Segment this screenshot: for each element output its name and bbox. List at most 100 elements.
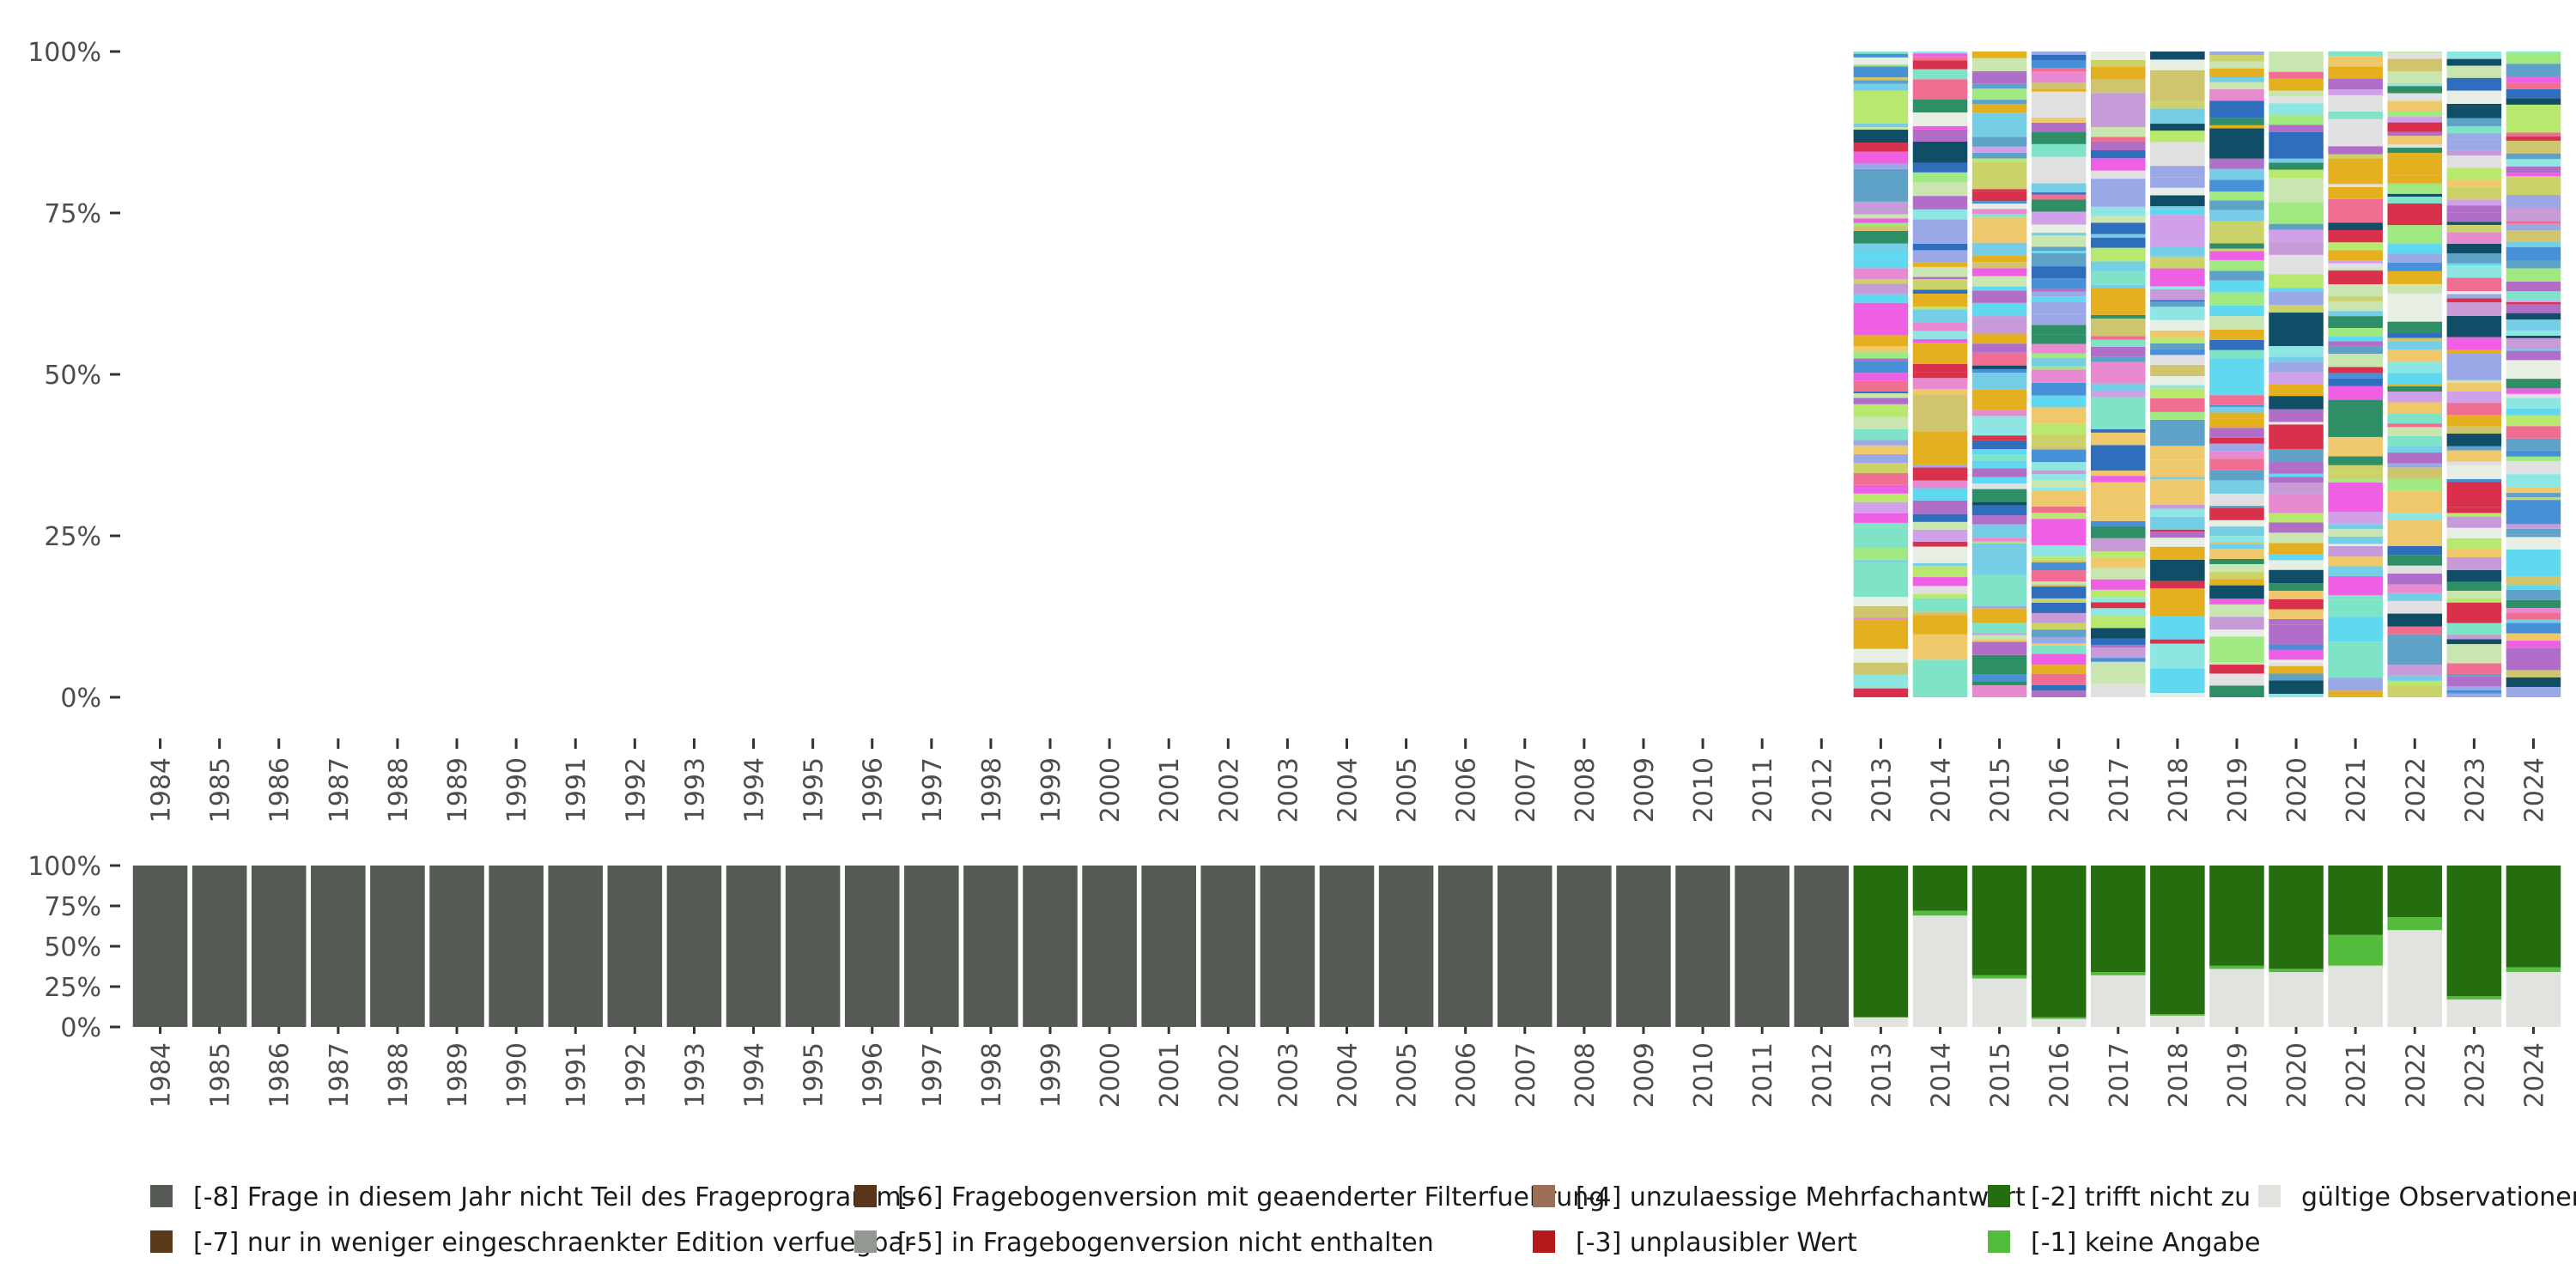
top-bar-segment (2090, 137, 2146, 142)
top-bar-segment (2506, 537, 2561, 550)
top-bar-segment (2209, 493, 2264, 507)
top-bar-segment (2506, 335, 2561, 338)
top-bar-segment (2328, 263, 2383, 269)
top-bar-segment (2031, 235, 2087, 247)
top-bar-segment (1971, 333, 2027, 344)
top-bar-segment (2506, 223, 2561, 231)
top-bar-segment (2090, 615, 2146, 629)
top-bar-segment (1971, 343, 2027, 353)
bottom-bar-segment (132, 866, 188, 1027)
bottom-bar-segment (2328, 965, 2383, 1027)
top-bar-segment (2031, 382, 2087, 396)
top-bar-segment (2446, 581, 2502, 591)
top-bar-segment (2269, 71, 2324, 79)
top-bar-segment (2209, 549, 2264, 560)
top-bar-segment (2387, 665, 2443, 676)
top-bar-segment (2269, 125, 2324, 133)
top-bar-segment (1853, 243, 1909, 251)
legend-item: [-1] keine Angabe (1988, 1228, 2260, 1258)
top-bar-segment (2506, 82, 2561, 89)
x-tick-label: 2000 (1096, 1042, 1126, 1108)
top-bar-segment (2031, 665, 2087, 674)
top-bar-segment (1853, 605, 1909, 618)
top-bar-segment (2150, 419, 2205, 447)
top-bar-segment (2506, 137, 2561, 141)
top-bar-segment (2328, 186, 2383, 199)
top-bar-segment (2031, 645, 2087, 654)
bottom-bar-segment (2090, 972, 2146, 975)
top-bar-segment (1971, 606, 2027, 609)
top-bar-segment (2506, 409, 2561, 416)
top-bar-segment (2150, 364, 2205, 377)
x-tick-label: 2021 (2342, 757, 2372, 823)
top-bar-segment (2209, 406, 2264, 413)
top-bar-segment (1912, 125, 1968, 130)
bottom-bar-segment (370, 866, 425, 1027)
x-tick-label: 1994 (740, 757, 770, 823)
top-bar-segment (2328, 341, 2383, 346)
top-bar-segment (2269, 263, 2324, 275)
top-bar-segment (1912, 219, 1968, 244)
top-bar-segment (2090, 628, 2146, 639)
legend-item: [-7] nur in weniger eingeschraenkter Edi… (150, 1228, 915, 1258)
top-bar-segment (2269, 223, 2324, 230)
top-bar-segment (1853, 257, 1909, 269)
top-bar-segment (2328, 573, 2383, 576)
top-bar-segment (2269, 346, 2324, 357)
top-bar-segment (2387, 283, 2443, 294)
top-bar-segment (2269, 659, 2324, 664)
legend-item: [-6] Fragebogenversion mit geaenderter F… (854, 1182, 1605, 1212)
bottom-bar-segment (904, 866, 959, 1027)
top-bar-segment (1971, 515, 2027, 525)
x-tick-label: 2007 (1511, 757, 1541, 823)
top-panel: 0% 25% 50% 75% 100% 1984 1985 1986 1987 1988 1989 1… (27, 38, 2561, 823)
top-bar-segment (1971, 543, 2027, 575)
top-bar-segment (1912, 60, 1968, 70)
top-bar-segment (2446, 673, 2502, 677)
top-bar-segment (2506, 360, 2561, 380)
bottom-bar-segment (1616, 866, 1671, 1027)
top-bar-segment (1971, 146, 2027, 153)
top-bar-segment (2090, 557, 2146, 568)
bottom-bar-segment (2209, 965, 2264, 969)
top-bar-segment (1912, 141, 1968, 163)
top-bar-segment (2209, 316, 2264, 330)
top-bar-segment (2209, 128, 2264, 159)
top-bar-segment (1853, 335, 1909, 347)
top-bar-segment (2209, 526, 2264, 537)
top-bar-segment (2269, 386, 2324, 397)
bottom-bar-segment (2209, 969, 2264, 1027)
top-bar-segment (1912, 372, 1968, 379)
top-bar-segment (2387, 467, 2443, 476)
top-bar-segment (2031, 556, 2087, 561)
x-tick-label: 2004 (1334, 757, 1364, 823)
top-bar-segment (2269, 583, 2324, 592)
top-bar-segment (2031, 366, 2087, 370)
top-bar-segment (2328, 482, 2383, 513)
top-bar-segment (1971, 468, 2027, 477)
x-tick-label: 2008 (1571, 757, 1601, 823)
top-bar-segment (1853, 130, 1909, 143)
top-bar-segment (2150, 504, 2205, 509)
top-bar-segment (2506, 241, 2561, 247)
top-bar-segment (1912, 331, 1968, 339)
x-tick-label: 1997 (918, 757, 948, 823)
top-bar-segment (2446, 103, 2502, 107)
top-bar-segment (2506, 687, 2561, 697)
top-bar-segment (2209, 395, 2264, 405)
top-bar-segment (2446, 446, 2502, 451)
top-bar-segment (2446, 205, 2502, 213)
top-bar-segment (2446, 623, 2502, 635)
top-bar-segment (2328, 250, 2383, 261)
legend-label: [-6] Fragebogenversion mit geaenderter F… (897, 1182, 1605, 1212)
top-bar-segment (1853, 473, 1909, 485)
top-bar-segment (2446, 549, 2502, 557)
top-bar-segment (2269, 90, 2324, 97)
top-bar-segment (1912, 431, 1968, 465)
top-bar-segment (2446, 663, 2502, 674)
top-bar-segment (2328, 448, 2383, 457)
top-bar-segment (2150, 337, 2205, 344)
top-bar-segment (2506, 398, 2561, 410)
top-bar-segment (2090, 206, 2146, 216)
top-bar-segment (2150, 278, 2205, 287)
